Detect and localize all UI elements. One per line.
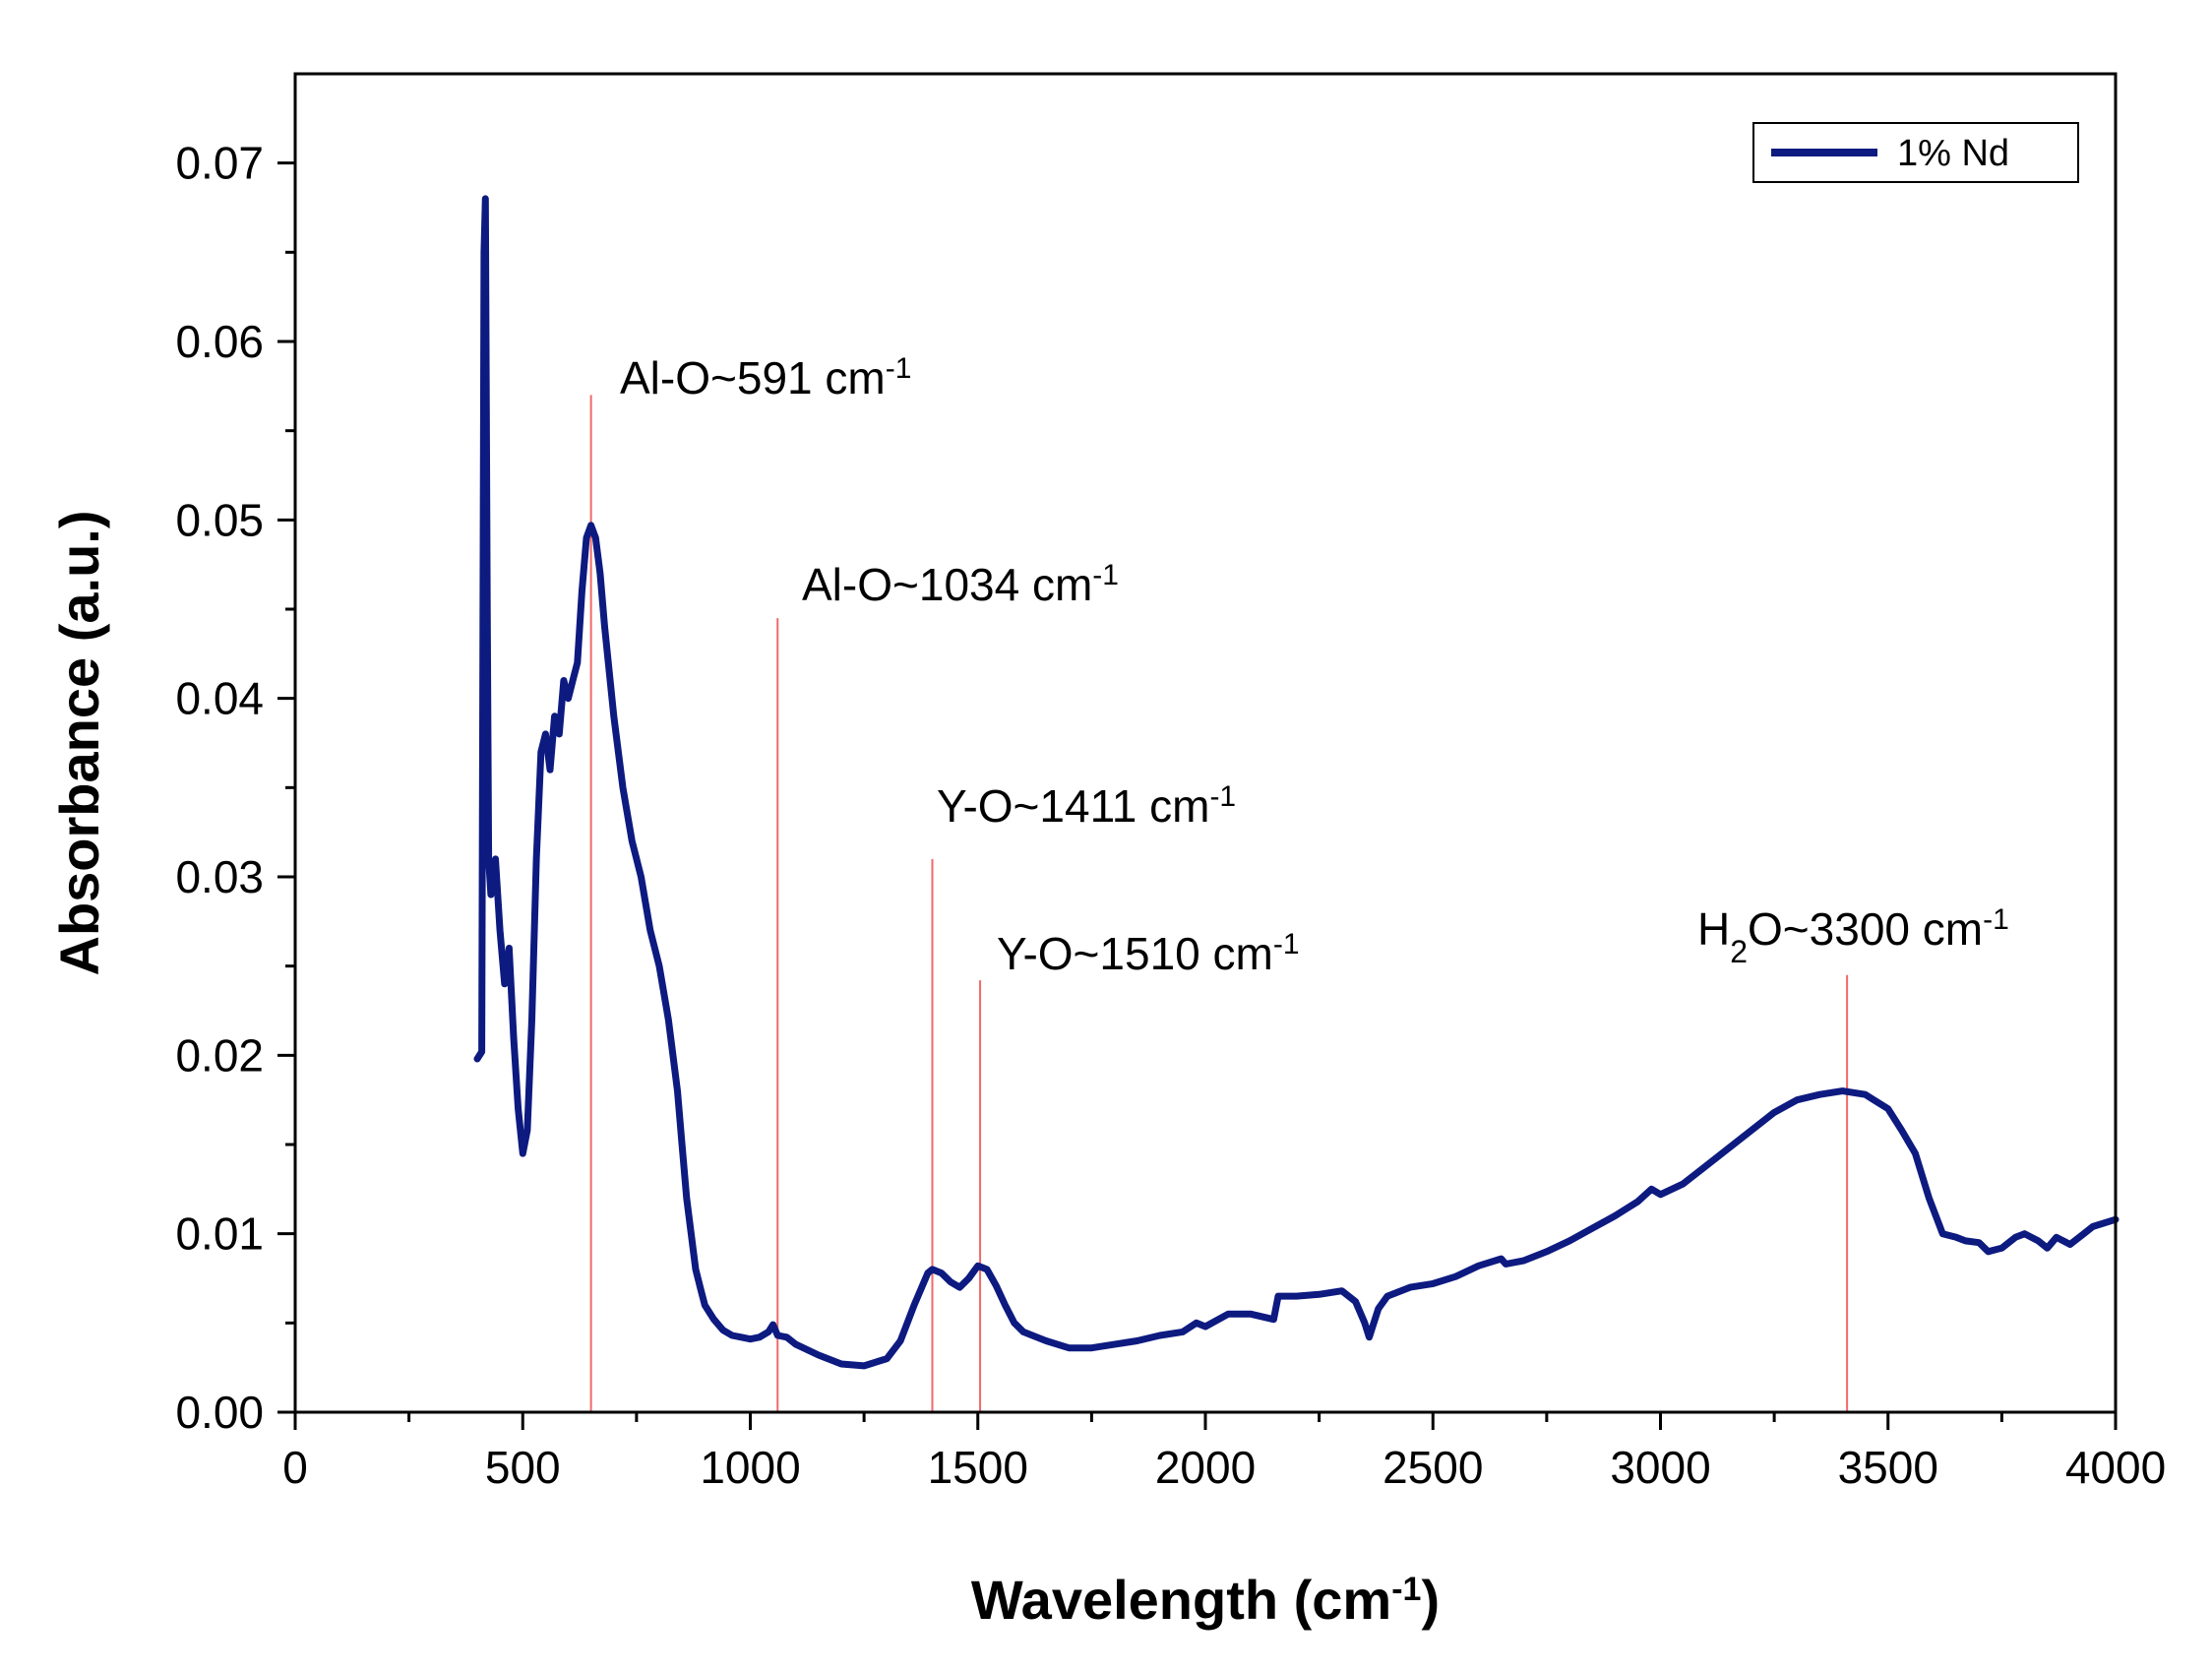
- peak-label-0: Al-O~591 cm-1: [620, 352, 911, 404]
- legend: 1% Nd: [1752, 122, 2079, 183]
- x-tick-label-8: 4000: [2065, 1442, 2166, 1493]
- peak-label-4: H2O~3300 cm-1: [1697, 903, 2009, 970]
- axes-layer: [277, 72, 2118, 1430]
- peak-label-3: Y-O~1510 cm-1: [997, 928, 1300, 980]
- peak-label-2: Y-O~1411 cm-1: [937, 780, 1236, 833]
- x-tick-label-6: 3000: [1610, 1442, 1710, 1493]
- y-tick-label-2: 0.02: [175, 1029, 264, 1081]
- x-tick-label-0: 0: [282, 1442, 308, 1493]
- labels-layer: 0 500 1000 1500 2000 2500 3000 3500 4000 0.00 0.01…: [48, 138, 2166, 1631]
- x-tick-label-1: 500: [485, 1442, 561, 1493]
- series-layer: [473, 195, 2120, 1370]
- peak-label-1: Al-O~1034 cm-1: [802, 559, 1119, 611]
- y-tick-label-6: 0.06: [175, 316, 264, 367]
- x-tick-label-4: 2000: [1155, 1442, 1256, 1493]
- y-tick-label-4: 0.04: [175, 673, 264, 724]
- x-tick-label-7: 3500: [1838, 1442, 1938, 1493]
- x-axis-title: Wavelength (cm-1): [971, 1569, 1440, 1631]
- legend-label: 1% Nd: [1897, 133, 2009, 174]
- y-tick-label-7: 0.07: [175, 138, 264, 189]
- y-tick-label-1: 0.01: [175, 1208, 264, 1260]
- peak-marker-lines: [589, 395, 1849, 1412]
- plot-frame: [293, 72, 2118, 1414]
- y-tick-label-5: 0.05: [175, 494, 264, 545]
- series-line-0: [473, 195, 2120, 1370]
- y-tick-label-0: 0.00: [175, 1387, 264, 1438]
- x-tick-label-2: 1000: [700, 1442, 800, 1493]
- x-tick-label-5: 2500: [1382, 1442, 1483, 1493]
- x-tick-label-3: 1500: [928, 1442, 1028, 1493]
- y-axis-title: Absorbance (a.u.): [48, 511, 110, 976]
- y-tick-label-3: 0.03: [175, 851, 264, 902]
